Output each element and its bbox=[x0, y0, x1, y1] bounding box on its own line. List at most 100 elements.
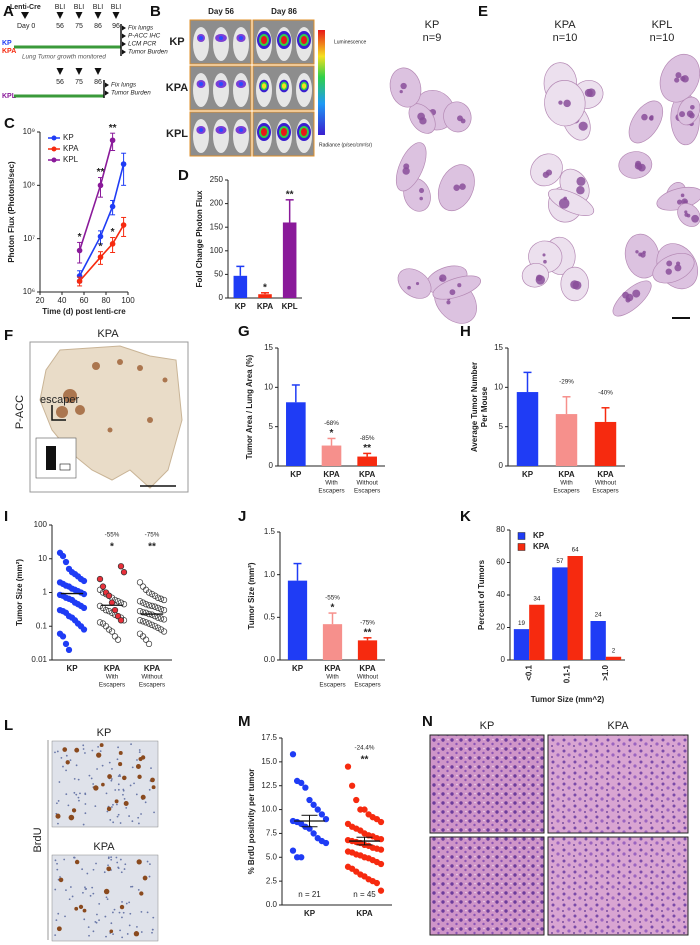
tumor-nodule bbox=[691, 214, 699, 223]
point bbox=[310, 801, 317, 808]
point bbox=[298, 854, 305, 861]
point bbox=[139, 599, 147, 606]
signal bbox=[301, 128, 307, 136]
stain-label: P-ACC bbox=[14, 395, 26, 429]
nucleus bbox=[68, 898, 71, 901]
tumor-nodule bbox=[543, 259, 547, 264]
nucleus bbox=[73, 791, 76, 794]
y-tick-label: 0 bbox=[499, 461, 504, 470]
y-axis-label: Percent of Tumors bbox=[477, 559, 486, 630]
nucleus bbox=[56, 862, 58, 865]
brdu-nucleus bbox=[109, 929, 114, 934]
point bbox=[62, 558, 70, 566]
y-tick-label: 1.5 bbox=[264, 527, 276, 536]
change-label: -55% bbox=[325, 595, 340, 602]
point bbox=[109, 241, 116, 247]
nucleus bbox=[124, 863, 127, 866]
tumor-nodule bbox=[439, 277, 443, 281]
nucleus bbox=[117, 775, 120, 777]
nucleus bbox=[56, 868, 59, 871]
nucleus bbox=[69, 759, 72, 762]
nucleus bbox=[110, 778, 113, 780]
nucleus bbox=[59, 876, 61, 878]
point bbox=[318, 811, 326, 818]
brdu-nucleus bbox=[96, 752, 102, 758]
colorbar-label: Luminescence bbox=[334, 39, 366, 45]
point bbox=[154, 594, 162, 601]
monitor-label: Lung Tumor growth monitored bbox=[22, 54, 106, 61]
change-label: -24.4% bbox=[355, 745, 375, 752]
point bbox=[65, 646, 73, 653]
y-tick-label: 10 bbox=[494, 382, 503, 391]
nucleus bbox=[94, 805, 97, 808]
panel-letter: B bbox=[150, 3, 161, 20]
tumor-nodule bbox=[674, 264, 682, 272]
timepoint-marker bbox=[94, 12, 102, 19]
x-tick-label: 100 bbox=[121, 296, 135, 305]
nucleus bbox=[99, 750, 102, 753]
point bbox=[114, 636, 122, 643]
legend-label: KP bbox=[63, 133, 74, 142]
nucleus bbox=[82, 891, 84, 894]
tumor-nodule bbox=[415, 281, 420, 286]
point bbox=[80, 604, 88, 612]
nucleus bbox=[69, 886, 72, 888]
signal bbox=[261, 128, 267, 136]
nucleus bbox=[105, 935, 107, 938]
nucleus bbox=[128, 924, 131, 927]
brdu-nucleus bbox=[62, 747, 68, 752]
x-tick-label: Escapers bbox=[592, 488, 618, 495]
nucleus bbox=[138, 751, 141, 754]
mouse bbox=[233, 119, 249, 153]
legend-label: KP bbox=[533, 531, 545, 540]
point bbox=[148, 611, 156, 618]
x-tick-label: KPA bbox=[597, 470, 614, 479]
nucleus bbox=[84, 886, 86, 889]
legend-swatch bbox=[51, 146, 57, 152]
y-tick-label: 15 bbox=[494, 343, 503, 352]
nucleus bbox=[135, 793, 138, 796]
n-label: n=10 bbox=[553, 32, 578, 44]
column-label: KP bbox=[480, 720, 495, 732]
tumor-nodule bbox=[679, 111, 686, 118]
brdu-nucleus bbox=[138, 756, 143, 762]
point bbox=[145, 640, 153, 648]
nucleus bbox=[153, 811, 155, 814]
y-tick-label: 10⁶ bbox=[23, 287, 35, 296]
x-tick-label: KP bbox=[522, 470, 534, 479]
timepoint-marker bbox=[75, 12, 83, 19]
brdu-nucleus bbox=[106, 806, 112, 812]
nucleus bbox=[57, 912, 60, 915]
nucleus bbox=[119, 929, 121, 932]
nucleus bbox=[88, 934, 90, 937]
tumor-nodule bbox=[586, 88, 596, 98]
x-tick-label: KPA bbox=[356, 909, 373, 918]
point bbox=[62, 640, 70, 648]
n-label: n=9 bbox=[423, 32, 442, 44]
timepoint-marker bbox=[21, 12, 29, 19]
nucleus bbox=[84, 888, 87, 890]
tumor-nodule bbox=[446, 300, 451, 305]
y-axis-label: Tumor Size (mm²) bbox=[15, 559, 24, 626]
point bbox=[344, 763, 352, 770]
nucleus bbox=[140, 813, 142, 815]
panel-letter: F bbox=[4, 327, 13, 344]
lung-lobe bbox=[432, 275, 481, 300]
change-label: -40% bbox=[598, 389, 613, 396]
nucleus bbox=[111, 911, 114, 914]
mouse bbox=[233, 27, 249, 61]
tumor-nodule bbox=[632, 289, 641, 298]
tumor-nodule bbox=[558, 100, 563, 105]
point bbox=[139, 618, 147, 625]
y-axis-label: Tumor Area / Lung Area (%) bbox=[245, 354, 254, 459]
nucleus bbox=[92, 930, 95, 933]
nucleus bbox=[91, 749, 94, 752]
nucleus bbox=[148, 875, 151, 878]
x-tick-label: 0.1-1 bbox=[563, 664, 572, 683]
tumor-nodule bbox=[542, 253, 546, 257]
nucleus bbox=[116, 758, 119, 761]
nucleus bbox=[65, 889, 67, 892]
tumor-nodule bbox=[684, 212, 689, 217]
nucleus bbox=[73, 777, 76, 780]
